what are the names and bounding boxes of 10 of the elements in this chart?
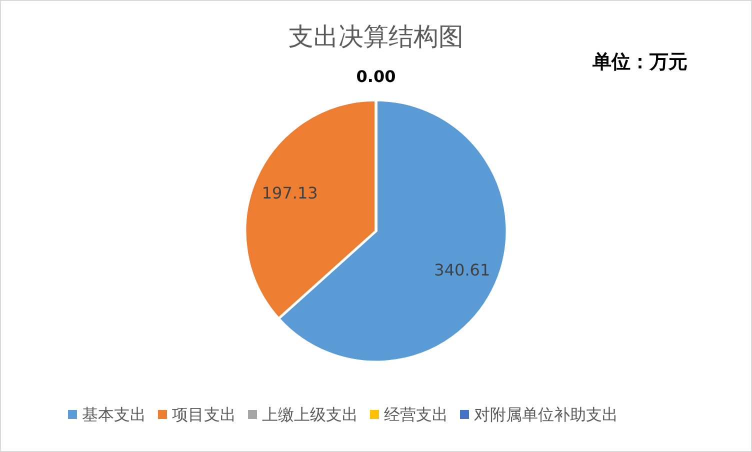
text: 0.00: [356, 67, 396, 86]
text: 单位：万元: [592, 51, 688, 73]
legend-label: 上缴上级支出: [262, 405, 358, 424]
legend-label: 项目支出: [172, 405, 236, 424]
data-label: 340.61: [434, 260, 490, 280]
chart-title: 支出决算结构图: [288, 22, 464, 51]
data-label: 197.13: [262, 184, 318, 203]
legend-label: 经营支出: [384, 405, 448, 424]
legend-label: 基本支出: [82, 405, 146, 424]
legend-label: 对附属单位补助支出: [474, 405, 618, 424]
